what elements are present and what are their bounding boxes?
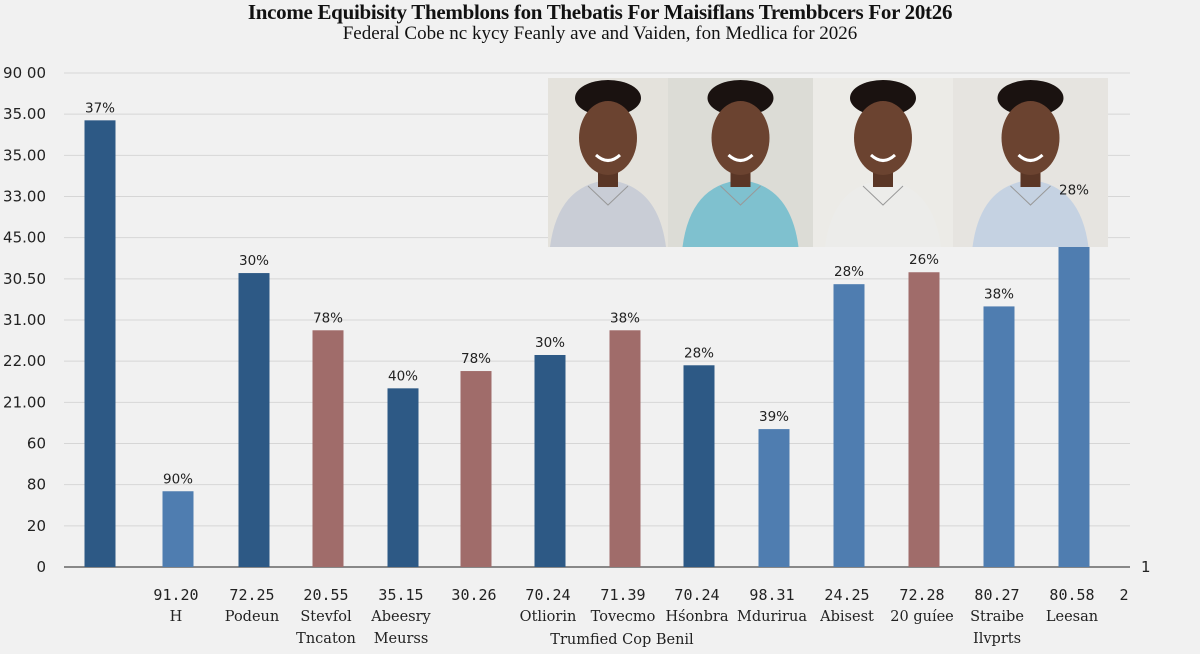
bar (758, 429, 790, 567)
x-number-label: 20.55 (303, 586, 349, 604)
x-name-label: Podeun (224, 609, 280, 625)
face (1001, 101, 1060, 175)
x-name-label: Stevfol (300, 609, 352, 625)
bar (238, 273, 270, 567)
x-name-label-2: Tncaton (296, 631, 356, 647)
y-tick-label: 21.00 (3, 393, 46, 411)
data-label: 30% (535, 335, 565, 351)
scrub-top (972, 180, 1089, 247)
x-number-extra: 2 (1119, 586, 1129, 604)
right-axis-label: 1 (1141, 558, 1151, 576)
x-number-label: 70.24 (674, 586, 720, 604)
data-label: 78% (461, 351, 491, 367)
bar (534, 354, 566, 567)
y-tick-label: 60 (27, 435, 46, 453)
face (579, 101, 637, 175)
x-number-label: 71.39 (600, 586, 646, 604)
bar (833, 284, 865, 567)
x-number-label: 72.28 (899, 586, 945, 604)
x-number-label: 80.58 (1049, 586, 1095, 604)
data-label: 38% (610, 310, 640, 326)
hair (707, 80, 774, 116)
x-name-label: Otliorin (519, 609, 577, 625)
bar (312, 330, 344, 567)
scrub-top (550, 180, 666, 247)
scrub-top (825, 180, 941, 247)
y-tick-label: 90 00 (3, 64, 46, 82)
data-label: 40% (388, 368, 418, 384)
smile (727, 153, 754, 162)
bar (609, 330, 641, 567)
data-label: 39% (759, 409, 789, 425)
y-tick-label: 31.00 (3, 311, 46, 329)
y-tick-label: 20 (27, 517, 46, 535)
bar (1058, 202, 1090, 567)
y-tick-label: 33.00 (3, 188, 46, 206)
x-name-label: Leesan (1045, 609, 1099, 625)
collar (587, 185, 629, 206)
data-label: 37% (85, 100, 115, 116)
hair (850, 80, 916, 116)
bar (983, 306, 1015, 567)
x-number-label: 24.25 (824, 586, 870, 604)
x-name-label: H (169, 609, 183, 625)
x-number-label: 80.27 (974, 586, 1020, 604)
data-label: 28% (1059, 182, 1089, 198)
data-label: 30% (239, 253, 269, 269)
collar (862, 185, 904, 206)
y-tick-label: 30.50 (3, 270, 46, 288)
x-name-label: Mdurirua (737, 609, 807, 625)
data-label: 38% (984, 286, 1014, 302)
scrub-top (682, 180, 799, 247)
y-tick-label: 80 (27, 476, 46, 494)
y-tick-label: 0 (36, 558, 46, 576)
face (854, 101, 912, 175)
x-name-label: Hśonbra (665, 609, 729, 625)
y-tick-label: 35.00 (3, 146, 46, 164)
data-label: 90% (163, 471, 193, 487)
collar (1010, 185, 1051, 206)
x-name-label: Tovecmo (590, 609, 656, 625)
x-name-label: Abisest (820, 609, 874, 625)
x-name-label-2: Meurss (373, 631, 429, 647)
x-name-shared: Trumfied Cop Benil (550, 632, 694, 648)
bar (908, 272, 940, 567)
y-tick-label: 35.00 (3, 105, 46, 123)
x-name-label-2: Ilvprts (972, 631, 1022, 647)
data-label: 28% (684, 345, 714, 361)
x-number-label: 72.25 (229, 586, 275, 604)
bar (84, 120, 116, 567)
x-number-label: 30.26 (451, 586, 497, 604)
face (711, 101, 770, 175)
y-tick-label: 45.00 (3, 229, 46, 247)
bar (387, 388, 419, 567)
x-name-label: Straibe (970, 609, 1024, 625)
bar (460, 371, 492, 567)
chart-subtitle: Federal Cobe nc kycy Feanly ave and Vaid… (342, 23, 858, 44)
data-label: 78% (313, 310, 343, 326)
smile (594, 153, 622, 162)
smile (1017, 153, 1044, 162)
y-tick-label: 22.00 (3, 352, 46, 370)
hair (575, 80, 641, 116)
bar (683, 365, 715, 567)
x-number-label: 35.15 (378, 586, 424, 604)
x-number-label: 70.24 (525, 586, 571, 604)
nurses-photo (548, 78, 1108, 247)
smile (869, 153, 897, 162)
collar (720, 185, 761, 206)
x-number-label: 98.31 (749, 586, 795, 604)
data-label: 28% (834, 264, 864, 280)
bar (162, 491, 194, 567)
x-name-label: 20 guíee (890, 609, 954, 625)
chart-title: Income Equibisity Themblons fon Thebatis… (247, 0, 953, 24)
x-name-label: Abeesry (371, 609, 431, 625)
data-label: 26% (909, 252, 939, 268)
hair (997, 80, 1064, 116)
x-number-label: 91.20 (153, 586, 199, 604)
